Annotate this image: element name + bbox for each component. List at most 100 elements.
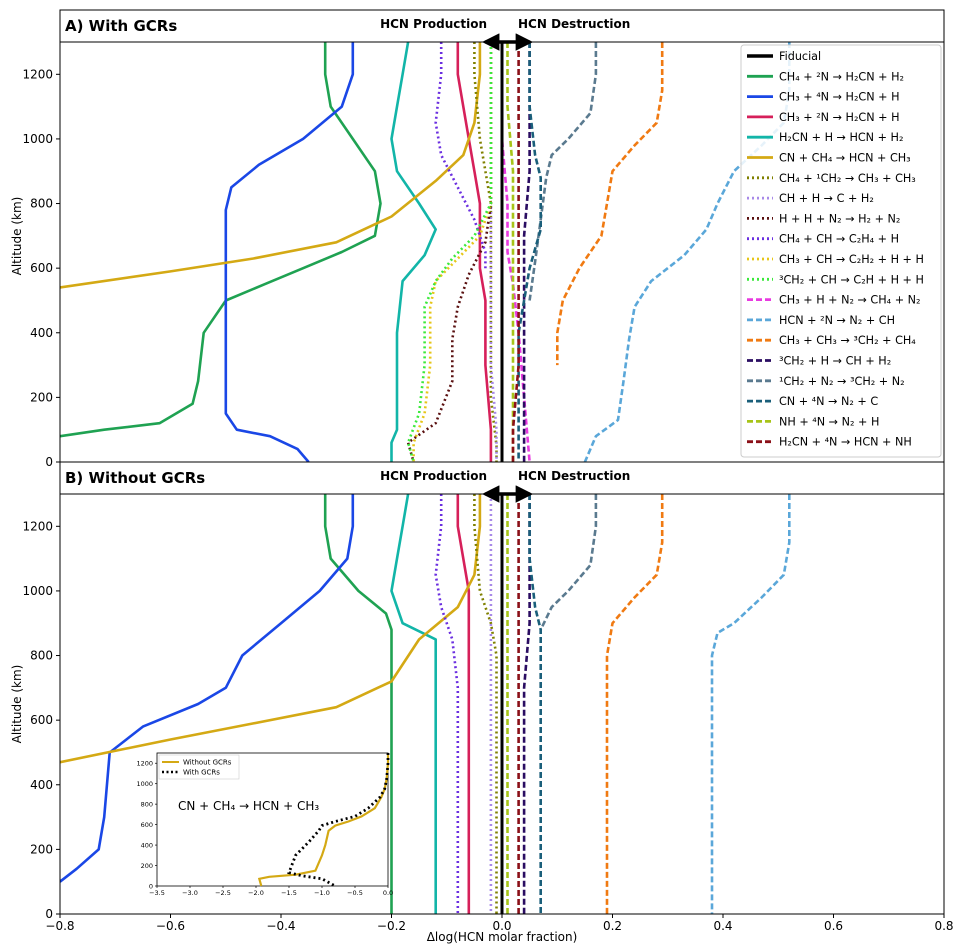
inset-series-with-gcrs	[287, 753, 390, 888]
panel-b-series-ch-n-h-cn-h	[323, 494, 393, 914]
panel-b-ytick-label: 0	[45, 907, 53, 921]
inset-xtick-label: −3.0	[182, 889, 198, 897]
inset-series-without-gcrs	[257, 753, 390, 887]
inset-ytick-label: 1000	[136, 780, 153, 788]
panel-a-ytick-label: 1000	[22, 132, 53, 146]
panel-a-series-cn-ch-hcn-ch	[60, 42, 482, 289]
panel-b-ytick-label: 1200	[22, 519, 53, 533]
legend-label-ch-n-h-cn-h: CH₃ + ⁴N → H₂CN + H	[779, 91, 900, 104]
panel-b-series-h-cn-h-hcn-h	[390, 494, 438, 914]
panel-b-series-ch-h-ch-h	[522, 494, 531, 914]
panel-b-y-axis-label: Altitude (km)	[10, 665, 24, 744]
panel-b-series-cn-ch-hcn-ch	[60, 494, 482, 764]
panel-b-ytick-label: 600	[30, 713, 53, 727]
panel-b-ytick-label: 800	[30, 649, 53, 663]
panel-b-title: B) Without GCRs	[65, 469, 205, 487]
inset-chart: 0 200 400 600 800 1000 1200 −3.5 −3.0 −2.5 −2.0 −1.…	[136, 752, 393, 897]
panel-b-ytick-label: 400	[30, 778, 53, 792]
xtick-label: 0.8	[934, 919, 953, 933]
legend-label-ch-h-c-h: CH + H → C + H₂	[779, 192, 874, 205]
panel-b-ytick-label: 200	[30, 842, 53, 856]
legend-label-ch-ch-c-h-h-h: CH₃ + CH → C₂H₂ + H + H	[779, 253, 924, 266]
panel-a-ytick-label: 0	[45, 455, 53, 469]
panel-a-series-ch-ch-c-h-h	[434, 42, 487, 269]
panel-a-production-label: HCN Production	[380, 17, 487, 31]
panel-a-series-h-cn-n-hcn-nh	[511, 42, 520, 462]
x-axis-label: Δlog(HCN molar fraction)	[427, 930, 578, 944]
xtick-label: −0.2	[377, 919, 406, 933]
xtick-label: −0.6	[156, 919, 185, 933]
panel-b-plot-area	[60, 494, 791, 914]
inset-xtick-label: −2.0	[248, 889, 264, 897]
legend-label-ch-ch-c-h-h-h: ³CH₂ + CH → C₂H + H + H	[779, 273, 924, 286]
panel-a-series-ch-ch-ch-ch	[473, 42, 498, 462]
legend-box	[740, 44, 942, 458]
legend-label-ch-h-n-ch-n: CH₃ + H + N₂ → CH₄ + N₂	[779, 294, 920, 307]
legend-label-ch-n-ch-n: ¹CH₂ + N₂ → ³CH₂ + N₂	[779, 375, 905, 388]
panel-b-series-ch-ch-ch-ch	[473, 494, 498, 914]
legend-label-cn-n-n-c: CN + ⁴N → N₂ + C	[779, 395, 878, 408]
panel-a-ytick-label: 600	[30, 261, 53, 275]
legend-label-h-h-n-h-n: H + H + N₂ → H₂ + N₂	[779, 212, 900, 225]
inset-legend-label-with-gcrs: With GCRs	[183, 769, 220, 777]
panel-a-series-ch-h-n-ch-n	[500, 42, 531, 462]
legend-label-ch-n-h-cn-h: CH₄ + ²N → H₂CN + H₂	[779, 70, 904, 83]
panel-b-series-ch-n-h-cn-h	[456, 494, 471, 914]
panel-a-series-ch-h-c-h	[489, 42, 498, 462]
panel-a-ytick-label: 1200	[22, 67, 53, 81]
xtick-label: 0.6	[824, 919, 843, 933]
panel-b-series-ch-ch-ch-ch	[605, 494, 664, 914]
panel-a-destruction-label: HCN Destruction	[518, 17, 630, 31]
panel-b-series-ch-n-h-cn-h	[60, 494, 355, 883]
xtick-label: −0.4	[266, 919, 295, 933]
panel-b-series-hcn-n-n-ch	[710, 494, 791, 914]
xtick-label: 0.4	[713, 919, 732, 933]
inset-ytick-label: 1200	[136, 760, 153, 768]
xtick-label: 0.2	[603, 919, 622, 933]
inset-ytick-label: 600	[141, 821, 153, 829]
inset-ytick-label: 0	[149, 883, 153, 891]
inset-reaction-label: CN + CH₄ → HCN + CH₃	[178, 799, 319, 813]
legend-label-h-cn-h-hcn-h: H₂CN + H → HCN + H₂	[779, 131, 903, 144]
inset-xtick-label: 0.0	[383, 889, 393, 897]
xtick-label: −0.8	[45, 919, 74, 933]
inset-xtick-label: −2.5	[215, 889, 231, 897]
panel-b-series-ch-ch-c-h-h	[434, 494, 460, 914]
legend-label-fiducial: Fiducial	[779, 50, 821, 63]
panel-a-series-hcn-n-n-ch	[583, 42, 791, 462]
inset-xtick-label: −1.0	[314, 889, 330, 897]
xtick-label: 0.0	[492, 919, 511, 933]
legend-label-nh-n-n-h: NH + ⁴N → N₂ + H	[779, 415, 879, 428]
legend-label-hcn-n-n-ch: HCN + ²N → N₂ + CH	[779, 314, 895, 327]
panel-a-title: A) With GCRs	[65, 17, 177, 35]
inset-legend-label-without-gcrs: Without GCRs	[183, 759, 232, 767]
inset-xtick-label: −0.5	[347, 889, 363, 897]
panel-a-series-ch-ch-c-h-h-h	[406, 42, 493, 462]
legend-label-cn-ch-hcn-ch: CN + CH₄ → HCN + CH₃	[779, 152, 911, 165]
legend-label-ch-ch-ch-ch: CH₄ + ¹CH₂ → CH₃ + CH₃	[779, 172, 916, 185]
panel-b-series-cn-n-n-c	[528, 494, 543, 914]
panel-a-series-h-cn-h-hcn-h	[390, 42, 438, 462]
panel-a-series-cn-n-n-c	[517, 42, 543, 462]
legend: Fiducial CH₄ + ²N → H₂CN + H₂ CH₃ + ⁴N → H…	[740, 44, 942, 458]
panel-b-series-ch-n-ch-n	[539, 494, 598, 631]
inset-ytick-label: 400	[141, 842, 153, 850]
legend-label-ch-ch-c-h-h: CH₄ + CH → C₂H₄ + H	[779, 233, 899, 246]
panel-a-ytick-label: 400	[30, 326, 53, 340]
legend-label-ch-ch-ch-ch: CH₃ + CH₃ → ³CH₂ + CH₄	[779, 334, 916, 347]
inset-ytick-label: 200	[141, 862, 153, 870]
panel-a-series-h-h-n-h-n	[406, 42, 493, 462]
legend-label-ch-n-h-cn-h: CH₃ + ²N → H₂CN + H	[779, 111, 900, 124]
inset-ytick-label: 800	[141, 801, 153, 809]
legend-label-ch-h-ch-h: ³CH₂ + H → CH + H₂	[779, 355, 891, 368]
panel-a-series-ch-n-h-cn-h	[224, 42, 355, 462]
panel-a-series-ch-n-h-cn-h	[60, 42, 382, 438]
panel-a-plot-area	[60, 42, 791, 462]
panel-a-ytick-label: 200	[30, 390, 53, 404]
panel-b-destruction-label: HCN Destruction	[518, 469, 630, 483]
inset-legend-box	[158, 754, 240, 780]
panel-b-production-label: HCN Production	[380, 469, 487, 483]
panel-a-y-axis-label: Altitude (km)	[10, 197, 24, 276]
panel-a-series-ch-n-ch-n	[528, 42, 598, 301]
panel-a-ytick-label: 800	[30, 197, 53, 211]
